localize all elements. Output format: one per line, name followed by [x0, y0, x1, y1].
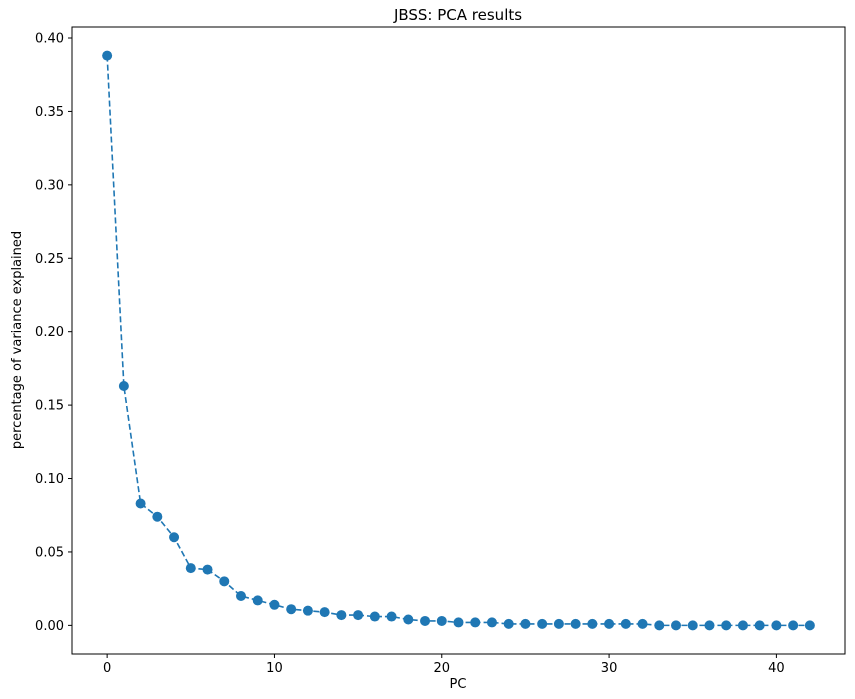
- data-point: [637, 618, 648, 629]
- y-tick-label: 0.15: [35, 399, 64, 414]
- data-point: [302, 605, 313, 616]
- data-point: [737, 620, 748, 631]
- data-point: [721, 620, 732, 631]
- data-point: [520, 618, 531, 629]
- data-point: [135, 498, 146, 509]
- data-point: [219, 576, 230, 587]
- data-point: [537, 618, 548, 629]
- data-point: [252, 595, 263, 606]
- y-tick-label: 0.20: [35, 325, 64, 340]
- data-point: [620, 618, 631, 629]
- y-tick-label: 0.30: [35, 178, 64, 193]
- data-point: [804, 620, 815, 631]
- data-point: [319, 607, 330, 618]
- data-point: [403, 614, 414, 625]
- y-axis-title: percentage of variance explained: [10, 231, 25, 449]
- y-tick-label: 0.00: [35, 619, 64, 634]
- data-point: [788, 620, 799, 631]
- x-tick-label: 30: [601, 661, 618, 676]
- data-point: [654, 620, 665, 631]
- data-point: [687, 620, 698, 631]
- data-point: [286, 604, 297, 615]
- data-point: [202, 564, 213, 575]
- plot-frame: [71, 26, 846, 655]
- data-point: [336, 610, 347, 621]
- data-point: [503, 618, 514, 629]
- data-point: [604, 618, 615, 629]
- data-point: [470, 617, 481, 628]
- data-point: [102, 50, 113, 61]
- data-point: [671, 620, 682, 631]
- plot-area: [72, 27, 845, 654]
- data-point: [152, 511, 163, 522]
- data-point: [704, 620, 715, 631]
- data-point: [486, 617, 497, 628]
- data-point: [185, 563, 196, 574]
- data-point: [453, 617, 464, 628]
- data-point: [353, 610, 364, 621]
- y-tick-label: 0.40: [35, 32, 64, 47]
- data-point: [386, 611, 397, 622]
- x-axis-title: PC: [450, 677, 467, 692]
- data-point: [553, 618, 564, 629]
- chart-title: JBSS: PCA results: [393, 6, 522, 24]
- y-tick-label: 0.05: [35, 545, 64, 560]
- data-point: [269, 599, 280, 610]
- data-point: [771, 620, 782, 631]
- data-point: [118, 381, 129, 392]
- data-point: [754, 620, 765, 631]
- data-point: [587, 618, 598, 629]
- y-tick-label: 0.35: [35, 105, 64, 120]
- x-axis: 0 10 20 30 40: [103, 654, 785, 676]
- data-point: [570, 618, 581, 629]
- series-layer: [102, 50, 815, 631]
- data-point: [369, 611, 380, 622]
- y-tick-label: 0.25: [35, 252, 64, 267]
- data-point: [436, 615, 447, 626]
- x-tick-label: 0: [103, 661, 111, 676]
- x-tick-label: 40: [768, 661, 785, 676]
- data-point: [169, 532, 180, 543]
- x-tick-label: 20: [433, 661, 450, 676]
- y-axis: 0.00 0.05 0.10 0.15 0.20 0.25 0.30 0.35 0.40: [35, 32, 72, 634]
- x-tick-label: 10: [266, 661, 283, 676]
- data-point: [235, 590, 246, 601]
- y-tick-label: 0.10: [35, 472, 64, 487]
- data-point: [420, 615, 431, 626]
